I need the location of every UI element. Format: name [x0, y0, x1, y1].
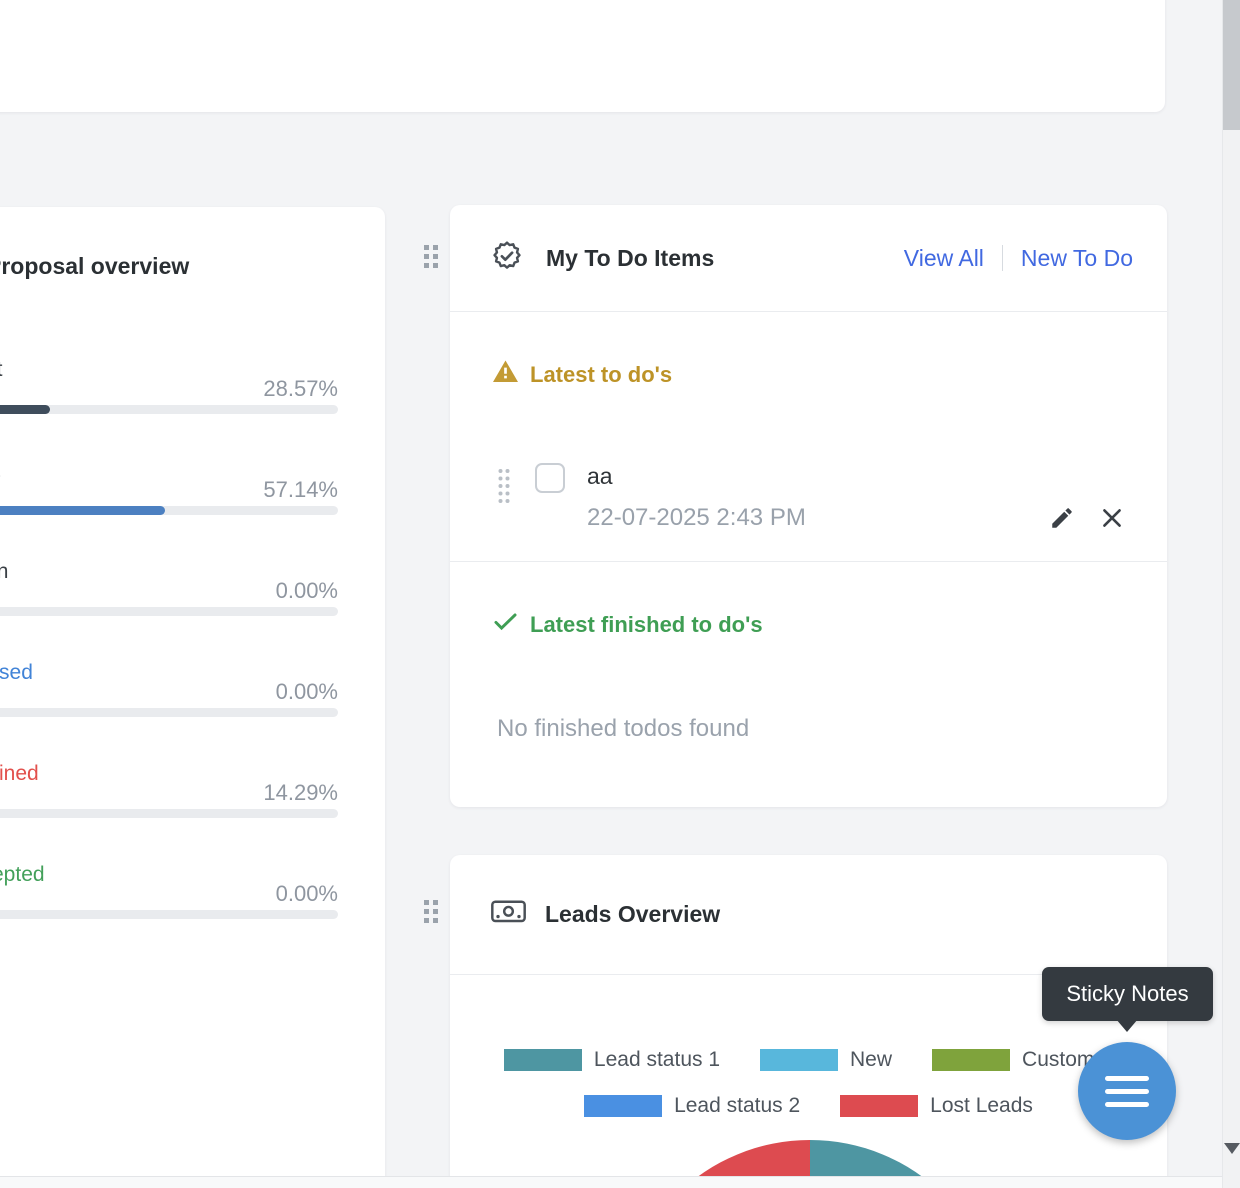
check-icon	[492, 608, 519, 641]
proposal-status-percent: 0.00%	[275, 679, 338, 704]
badge-check-icon	[490, 239, 524, 278]
finished-todos-section: Latest finished to do's No finished todo…	[450, 562, 1167, 743]
todo-checkbox[interactable]	[535, 463, 565, 493]
close-icon	[1103, 509, 1121, 527]
proposal-progress-track	[0, 607, 338, 616]
proposal-overview-card: Proposal overview Draft 28.57% Sent 57.1…	[0, 207, 385, 1188]
proposal-row-open: Open 0.00%	[0, 560, 338, 661]
proposal-status-label: Draft	[0, 358, 3, 382]
proposal-status-percent: 28.57%	[263, 376, 338, 401]
legend-swatch	[932, 1049, 1011, 1071]
legend-item-lead-status-1[interactable]: Lead status 1	[503, 1048, 721, 1072]
todo-card-header: My To Do Items View All New To Do	[450, 205, 1167, 312]
proposal-progress-fill	[0, 506, 166, 515]
legend-swatch	[503, 1049, 582, 1071]
proposal-row-sent: Sent 57.14%	[0, 459, 338, 560]
drag-grid-icon	[424, 900, 438, 923]
new-todo-link[interactable]: New To Do	[1020, 244, 1133, 271]
proposal-progress-track	[0, 506, 338, 515]
scroll-down-arrow-icon[interactable]	[1224, 1143, 1240, 1154]
proposal-row-declined: Declined 14.29%	[0, 762, 338, 863]
money-icon	[490, 897, 527, 933]
legend-row: Lead status 1 New Customer	[503, 1048, 1113, 1072]
legend-label: New	[850, 1048, 893, 1071]
legend-item-new[interactable]: New	[760, 1048, 892, 1072]
todo-drag-handle-icon[interactable]	[497, 467, 511, 510]
legend-swatch	[840, 1095, 919, 1117]
proposal-status-label: Accepted	[0, 863, 45, 886]
proposal-status-label: Declined	[0, 762, 39, 785]
no-finished-todos-text: No finished todos found	[497, 715, 750, 742]
todo-item-datetime: 22-07-2025 2:43 PM	[587, 504, 806, 531]
finished-todos-heading: Latest finished to do's	[492, 608, 1125, 641]
leads-chart-legend: Lead status 1 New Customer Lead status 2	[450, 1048, 1167, 1118]
proposal-status-list: Draft 28.57% Sent 57.14% Open 0.00%	[0, 358, 338, 964]
proposal-status-label: Open	[0, 560, 9, 583]
todo-card-title: My To Do Items	[546, 244, 715, 271]
latest-todos-heading-text: Latest to do's	[530, 361, 673, 387]
widget-drag-handle[interactable]	[424, 245, 438, 273]
widget-drag-handle[interactable]	[424, 900, 438, 928]
legend-row: Lead status 2 Lost Leads	[584, 1094, 1033, 1118]
proposal-status-label: Revised	[0, 661, 33, 684]
horizontal-scrollbar[interactable]	[0, 1176, 1222, 1188]
pencil-icon	[1052, 508, 1072, 528]
menu-icon	[1105, 1101, 1149, 1107]
finished-todos-heading-text: Latest finished to do's	[530, 611, 763, 637]
proposal-progress-track	[0, 910, 338, 919]
leads-overview-card: Leads Overview Lead status 1 New Custome…	[450, 855, 1167, 1188]
leads-card-title: Leads Overview	[545, 901, 721, 927]
proposal-status-percent: 57.14%	[263, 477, 338, 502]
link-divider	[1001, 245, 1003, 271]
legend-item-lead-status-2[interactable]: Lead status 2	[584, 1094, 800, 1118]
latest-todos-section: Latest to do's a	[450, 312, 1167, 562]
vertical-scrollbar[interactable]	[1222, 0, 1240, 1188]
proposal-progress-track	[0, 809, 338, 818]
todo-item-meta: 22-07-2025 2:43 PM	[587, 504, 1125, 532]
menu-icon	[1105, 1075, 1149, 1081]
drag-grid-icon	[424, 245, 438, 268]
leads-card-header: Leads Overview	[450, 855, 1167, 975]
proposal-progress-track	[0, 405, 338, 414]
legend-label: Lost Leads	[930, 1094, 1033, 1117]
tooltip-arrow	[1116, 1019, 1138, 1032]
proposal-row-draft: Draft 28.57%	[0, 358, 338, 459]
proposal-progress-fill	[0, 405, 51, 414]
legend-swatch	[760, 1049, 839, 1071]
proposal-progress-track	[0, 708, 338, 717]
proposal-overview-title: Proposal overview	[0, 253, 190, 279]
todo-items-card: My To Do Items View All New To Do Latest…	[450, 205, 1167, 807]
todo-item-body: aa 22-07-2025 2:43 PM	[587, 463, 1125, 532]
top-widget-card	[0, 0, 1165, 112]
todo-item-label: aa	[587, 463, 613, 489]
proposal-row-revised: Revised 0.00%	[0, 661, 338, 762]
delete-todo-button[interactable]	[1099, 505, 1125, 531]
view-all-link[interactable]: View All	[903, 244, 984, 271]
todo-item-row: aa 22-07-2025 2:43 PM	[492, 463, 1125, 532]
proposal-status-percent: 0.00%	[275, 881, 338, 906]
menu-icon	[1105, 1088, 1149, 1094]
legend-item-lost-leads[interactable]: Lost Leads	[840, 1094, 1033, 1118]
proposal-status-percent: 14.29%	[263, 780, 338, 805]
edit-todo-button[interactable]	[1049, 505, 1075, 531]
proposal-status-percent: 0.00%	[275, 578, 338, 603]
legend-swatch	[584, 1095, 663, 1117]
sticky-notes-button[interactable]	[1078, 1042, 1176, 1140]
latest-todos-heading: Latest to do's	[492, 358, 1125, 391]
warning-triangle-icon	[492, 358, 519, 391]
legend-label: Lead status 1	[593, 1048, 721, 1071]
vertical-scrollbar-thumb[interactable]	[1223, 0, 1240, 130]
sticky-notes-tooltip: Sticky Notes	[1042, 967, 1213, 1021]
legend-label: Lead status 2	[674, 1094, 801, 1117]
proposal-row-accepted: Accepted 0.00%	[0, 863, 338, 964]
